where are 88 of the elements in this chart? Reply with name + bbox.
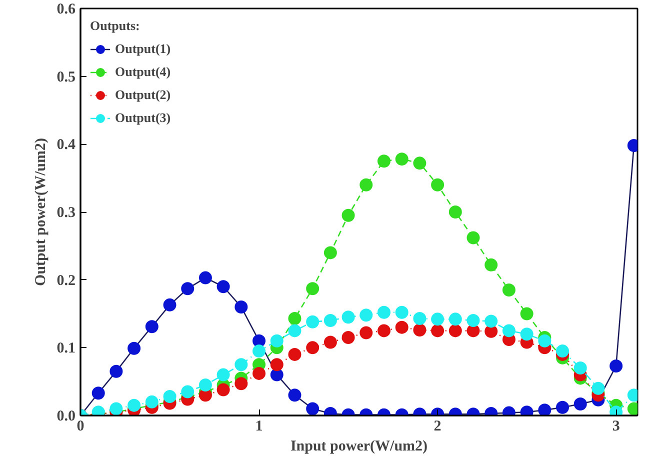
point xyxy=(556,344,570,358)
point xyxy=(520,307,534,320)
point xyxy=(342,208,355,222)
point xyxy=(252,344,266,358)
point xyxy=(288,388,302,402)
point xyxy=(413,324,426,337)
point xyxy=(592,382,605,395)
point xyxy=(216,368,230,382)
point xyxy=(234,300,248,314)
point xyxy=(502,324,516,338)
y-tick-label: 0.6 xyxy=(56,2,76,18)
point xyxy=(610,359,623,372)
point xyxy=(342,310,355,324)
y-tick-label: 0.5 xyxy=(56,69,76,86)
point xyxy=(484,258,498,272)
point xyxy=(163,298,176,312)
point xyxy=(413,312,426,325)
point xyxy=(324,336,337,349)
point xyxy=(395,320,408,334)
point xyxy=(324,314,337,328)
point xyxy=(377,324,390,338)
point xyxy=(502,284,516,296)
y-tick-label: 0.0 xyxy=(56,408,76,424)
point xyxy=(198,271,212,284)
point xyxy=(574,397,587,410)
point xyxy=(145,395,158,408)
legend-title: Outputs: xyxy=(90,18,141,34)
point xyxy=(395,152,408,166)
point xyxy=(466,231,480,244)
point xyxy=(306,402,320,416)
y-axis-title: Output power(W/um2) xyxy=(32,138,49,286)
y-tick-label: 0.4 xyxy=(56,137,76,154)
point xyxy=(198,378,212,392)
point xyxy=(92,386,105,400)
point xyxy=(360,326,373,340)
point xyxy=(395,306,408,319)
point xyxy=(360,178,373,192)
point xyxy=(181,282,194,296)
point xyxy=(448,324,462,338)
point xyxy=(377,154,390,168)
point xyxy=(288,312,302,325)
point xyxy=(252,366,266,380)
legend-label: Output(2) xyxy=(115,87,171,103)
point xyxy=(520,328,534,341)
point xyxy=(342,331,355,344)
x-tick-label: 0 xyxy=(76,418,84,434)
point xyxy=(466,314,480,328)
point xyxy=(574,362,587,375)
x-tick-label: 2 xyxy=(434,418,442,434)
legend-label: Output(1) xyxy=(115,41,171,57)
point xyxy=(431,312,444,326)
point xyxy=(110,364,123,378)
point xyxy=(431,178,444,192)
point xyxy=(288,324,302,338)
point xyxy=(216,383,230,396)
point xyxy=(306,315,320,328)
x-tick-label: 3 xyxy=(612,418,620,434)
point xyxy=(377,306,390,319)
x-tick-label: 1 xyxy=(255,418,263,434)
point xyxy=(128,398,141,412)
point xyxy=(270,334,284,348)
point xyxy=(556,400,570,414)
point xyxy=(288,348,302,361)
point xyxy=(270,358,284,372)
point xyxy=(484,314,498,328)
point xyxy=(163,390,176,403)
point xyxy=(413,156,426,170)
point xyxy=(216,280,230,294)
point xyxy=(234,377,248,390)
y-tick-label: 0.3 xyxy=(56,205,76,221)
point xyxy=(538,404,552,416)
point xyxy=(145,320,158,334)
x-axis-title: Input power(W/um2) xyxy=(290,438,428,454)
point xyxy=(128,342,141,355)
y-tick-label: 0.1 xyxy=(56,340,76,357)
legend-label: Output(4) xyxy=(115,64,171,80)
point xyxy=(360,308,373,322)
point xyxy=(431,324,444,338)
point xyxy=(324,246,337,260)
point xyxy=(306,341,320,354)
point xyxy=(448,206,462,218)
point xyxy=(538,334,552,348)
point xyxy=(234,358,248,372)
point xyxy=(448,312,462,326)
y-tick-label: 0.2 xyxy=(56,272,76,289)
point xyxy=(181,385,194,398)
legend-label: Output(3) xyxy=(115,110,171,126)
point xyxy=(306,282,320,296)
